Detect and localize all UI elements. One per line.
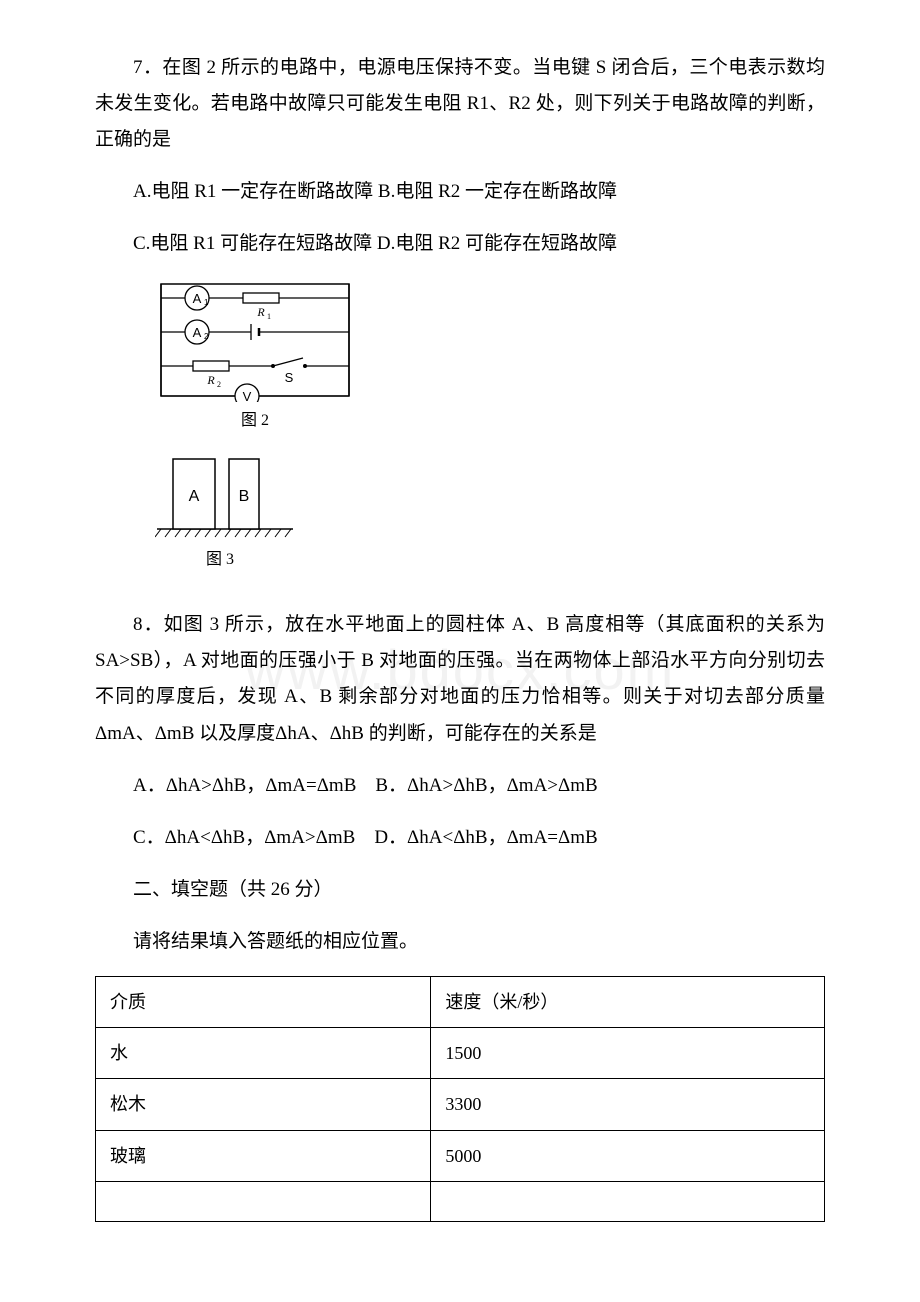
q8-stem: 8．如图 3 所示，放在水平地面上的圆柱体 A、B 高度相等（其底面积的关系为 …	[95, 607, 825, 751]
svg-text:1: 1	[204, 298, 209, 307]
instruction: 请将结果填入答题纸的相应位置。	[95, 924, 825, 960]
figure-3-caption: 图 3	[155, 545, 285, 575]
svg-text:2: 2	[204, 332, 209, 341]
table-cell: 1500	[431, 1028, 825, 1079]
table-cell: 3300	[431, 1079, 825, 1130]
table-cell: 玻璃	[96, 1130, 431, 1181]
table-row: 水 1500	[96, 1028, 825, 1079]
table-header-row: 介质 速度（米/秒）	[96, 977, 825, 1028]
table-cell	[431, 1181, 825, 1221]
section-2-heading: 二、填空题（共 26 分）	[95, 872, 825, 908]
cylinder-b-label: B	[239, 488, 250, 505]
svg-text:1: 1	[267, 312, 271, 321]
q8-options-ab: A．ΔhA>ΔhB，ΔmA=ΔmB B．ΔhA>ΔhB，ΔmA>ΔmB	[95, 768, 825, 804]
q7-options-cd: C.电阻 R1 可能存在短路故障 D.电阻 R2 可能存在短路故障	[95, 226, 825, 262]
table-cell: 水	[96, 1028, 431, 1079]
svg-text:V: V	[243, 389, 252, 402]
table-header-medium: 介质	[96, 977, 431, 1028]
figure-2: A 1 R 1 A 2 R 2	[155, 278, 825, 436]
svg-text:S: S	[285, 370, 294, 385]
figure-3: A B 图 3	[155, 451, 825, 575]
table-cell: 5000	[431, 1130, 825, 1181]
figure-2-caption: 图 2	[155, 406, 355, 436]
table-row: 松木 3300	[96, 1079, 825, 1130]
cylinder-diagram: A B	[155, 451, 295, 541]
q7-stem: 7．在图 2 所示的电路中，电源电压保持不变。当电键 S 闭合后，三个电表示数均…	[95, 50, 825, 158]
q7-options-ab: A.电阻 R1 一定存在断路故障 B.电阻 R2 一定存在断路故障	[95, 174, 825, 210]
data-table: 介质 速度（米/秒） 水 1500 松木 3300 玻璃 5000	[95, 976, 825, 1222]
svg-text:R: R	[256, 305, 265, 319]
svg-text:A: A	[193, 325, 202, 340]
table-row: 玻璃 5000	[96, 1130, 825, 1181]
table-header-speed: 速度（米/秒）	[431, 977, 825, 1028]
table-row	[96, 1181, 825, 1221]
table-cell: 松木	[96, 1079, 431, 1130]
svg-text:2: 2	[217, 380, 221, 389]
svg-text:R: R	[206, 373, 215, 387]
circuit-diagram: A 1 R 1 A 2 R 2	[155, 278, 355, 402]
q8-options-cd: C．ΔhA<ΔhB，ΔmA>ΔmB D．ΔhA<ΔhB，ΔmA=ΔmB	[95, 820, 825, 856]
table-cell	[96, 1181, 431, 1221]
cylinder-a-label: A	[189, 488, 200, 505]
svg-text:A: A	[193, 291, 202, 306]
